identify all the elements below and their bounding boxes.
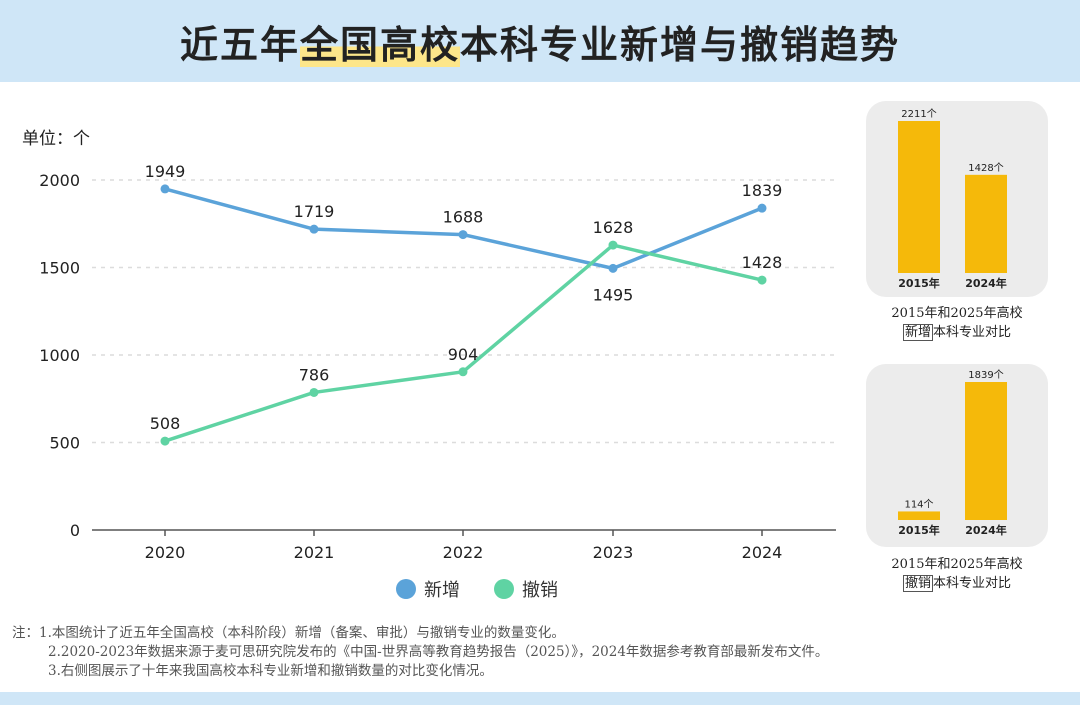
- x-tick-label-2024: 2024: [742, 543, 783, 562]
- caption-add-compare: 2015年和2025年高校 新增 本科专业对比: [866, 304, 1048, 342]
- data-label-1-2021: 786: [299, 365, 330, 384]
- series-line-1: [164, 243, 763, 443]
- y-tick-label-0: 0: [70, 521, 80, 540]
- series-line-0: [164, 187, 763, 271]
- title-part-2: 本科专业新增与撤销趋势: [460, 22, 901, 67]
- caption-revoke-line1: 2015年和2025年高校: [891, 557, 1023, 572]
- series-0-point-2021: [309, 224, 319, 234]
- x-tick-label-2021: 2021: [294, 543, 335, 562]
- legend-item-add: 新增: [396, 576, 460, 602]
- page-title: 近五年全国高校本科专业新增与撤销趋势: [0, 14, 1080, 69]
- bar-chart-add: 2211个 2015年 1428个 2024年: [898, 108, 1007, 290]
- note-3: 3.右侧图展示了十年来我国高校本科专业新增和撤销数量的对比变化情况。: [48, 663, 493, 679]
- caption-add-rest: 本科专业对比: [933, 325, 1012, 340]
- bar-value-label-2024年: 1839个: [968, 369, 1003, 381]
- series-0-point-2023: [608, 263, 618, 273]
- series-1-point-2020: [160, 436, 170, 446]
- data-label-1-2023: 1628: [593, 218, 634, 237]
- series-0-point-2024: [757, 203, 767, 213]
- x-tick-label-2022: 2022: [443, 543, 484, 562]
- note-1: 注：1.本图统计了近五年全国高校（本科阶段）新增（备案、审批）与撤销专业的数量变…: [12, 625, 565, 641]
- data-label-0-2021: 1719: [294, 202, 335, 221]
- header-banner: [0, 0, 1080, 82]
- data-label-0-2020: 1949: [145, 162, 186, 181]
- legend-label-revoke: 撤销: [522, 580, 558, 601]
- panel-add-compare: 2211个 2015年 1428个 2024年: [866, 101, 1048, 297]
- bar-2015年: [898, 121, 940, 273]
- caption-revoke-rest: 本科专业对比: [933, 576, 1012, 591]
- bar-category-label-2015年: 2015年: [898, 523, 940, 537]
- series-1-point-2021: [309, 387, 319, 397]
- bar-category-label-2024年: 2024年: [965, 523, 1007, 537]
- legend-item-revoke: 撤销: [494, 576, 558, 602]
- bar-category-label-2024年: 2024年: [965, 276, 1007, 290]
- legend-label-add: 新增: [424, 580, 460, 601]
- series-0-point-2022: [458, 230, 468, 240]
- bar-2024年: [965, 382, 1007, 520]
- data-label-0-2022: 1688: [443, 208, 484, 227]
- y-tick-label-1500: 1500: [39, 259, 80, 278]
- panel-revoke-compare: 114个 2015年 1839个 2024年: [866, 364, 1048, 547]
- legend-swatch-add: [396, 579, 416, 599]
- x-tick-label-2023: 2023: [593, 543, 634, 562]
- caption-revoke-boxed: 撤销: [902, 575, 933, 592]
- notes: 注：1.本图统计了近五年全国高校（本科阶段）新增（备案、审批）与撤销专业的数量变…: [12, 624, 828, 681]
- series-1-point-2024: [757, 275, 767, 285]
- bar-chart-revoke: 114个 2015年 1839个 2024年: [898, 369, 1007, 537]
- chart-legend: 新增 撤销: [396, 576, 558, 602]
- y-tick-label-500: 500: [49, 434, 80, 453]
- data-label-0-2024: 1839: [742, 181, 783, 200]
- bar-2024年: [965, 174, 1007, 273]
- series-0-point-2020: [160, 184, 170, 194]
- unit-label: 单位：个: [22, 129, 90, 149]
- data-label-1-2020: 508: [150, 414, 181, 433]
- data-label-1-2022: 904: [448, 345, 479, 364]
- y-tick-label-2000: 2000: [39, 171, 80, 190]
- bar-value-label-2015年: 114个: [904, 498, 933, 510]
- caption-revoke-compare: 2015年和2025年高校 撤销 本科专业对比: [866, 555, 1048, 593]
- footer-bar: [0, 692, 1080, 705]
- caption-add-line1: 2015年和2025年高校: [891, 306, 1023, 321]
- legend-swatch-revoke: [494, 579, 514, 599]
- y-tick-label-1000: 1000: [39, 346, 80, 365]
- bar-category-label-2015年: 2015年: [898, 276, 940, 290]
- series-1-point-2022: [458, 367, 468, 377]
- caption-add-boxed: 新增: [902, 324, 933, 341]
- bar-value-label-2024年: 1428个: [968, 162, 1003, 174]
- title-highlight: 全国高校: [299, 22, 460, 67]
- title-part-1: 近五年: [179, 22, 300, 67]
- data-label-0-2023: 1495: [593, 285, 634, 304]
- x-tick-label-2020: 2020: [145, 543, 186, 562]
- note-2: 2.2020-2023年数据来源于麦可思研究院发布的《中国-世界高等教育趋势报告…: [48, 644, 829, 660]
- bar-2015年: [898, 511, 940, 520]
- data-label-1-2024: 1428: [742, 253, 783, 272]
- series-1-point-2023: [608, 240, 618, 250]
- bar-value-label-2015年: 2211个: [901, 108, 936, 120]
